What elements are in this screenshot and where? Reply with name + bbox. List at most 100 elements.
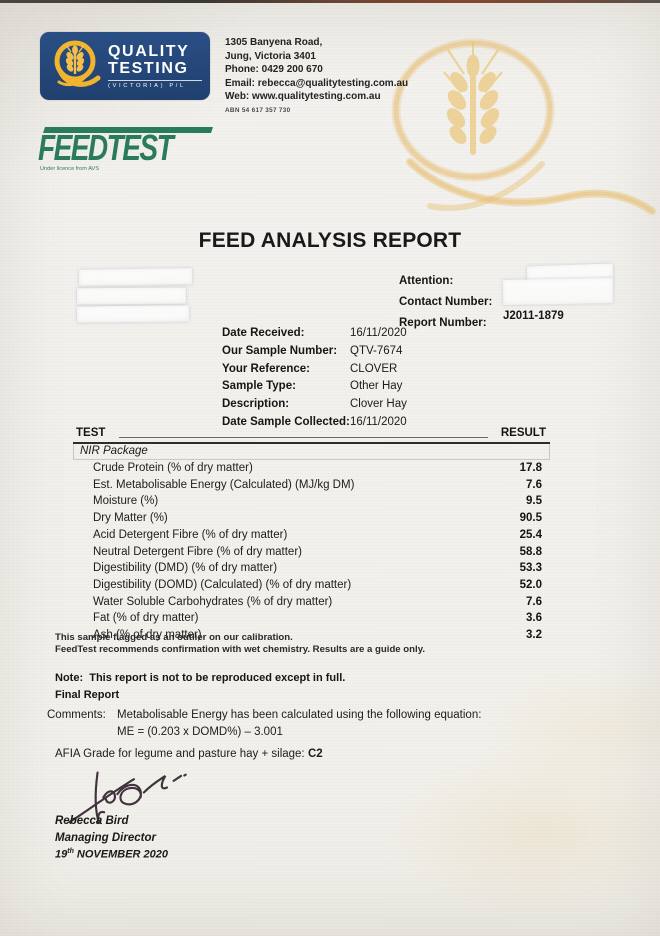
- sample-detail-value: 16/11/2020: [350, 327, 407, 339]
- table-row: Dry Matter (%) 90.5: [73, 510, 550, 527]
- logo-word-testing: TESTING: [108, 60, 189, 77]
- test-result: 52.0: [519, 578, 542, 591]
- logo-word-quality: QUALITY: [108, 43, 190, 60]
- afia-grade-label: AFIA Grade for legume and pasture hay + …: [55, 748, 305, 760]
- comments-line-1: Metabolisable Energy has been calculated…: [117, 709, 482, 721]
- table-row: Crude Protein (% of dry matter) 17.8: [73, 460, 550, 477]
- test-result: 7.6: [526, 595, 542, 608]
- logo-wordmark: QUALITY TESTING (VICTORIA) P/L: [108, 43, 210, 89]
- comments-label: Comments:: [47, 709, 106, 721]
- logo-q-wheat-icon: [54, 40, 101, 87]
- outlier-line-1: This sample flagged as an outlier on our…: [55, 632, 293, 643]
- signatory-title: Managing Director: [55, 832, 156, 844]
- table-row: Ash (% of dry matter) 3.2: [73, 627, 550, 644]
- address-line: Phone: 0429 200 670: [225, 64, 323, 76]
- test-result: 90.5: [519, 512, 542, 525]
- sample-detail-label: Your Reference:: [222, 362, 310, 375]
- table-row: Water Soluble Carbohydrates (% of dry ma…: [73, 594, 550, 611]
- sample-detail-label: Sample Type:: [222, 380, 296, 393]
- test-name: Fat (% of dry matter): [93, 612, 199, 625]
- test-name: Neutral Detergent Fibre (% of dry matter…: [93, 545, 302, 558]
- test-name: Crude Protein (% of dry matter): [93, 462, 253, 474]
- contact-number-label: Contact Number:: [399, 296, 493, 308]
- sample-detail-row: Date Received: 16/11/2020: [222, 325, 407, 343]
- scanner-edge-artifact: [0, 0, 660, 3]
- sample-detail-row: Date Sample Collected: 16/11/2020: [222, 414, 407, 432]
- test-name: Digestibility (DMD) (% of dry matter): [93, 562, 278, 575]
- table-row: Moisture (%) 9.5: [73, 493, 550, 510]
- test-result: 3.2: [526, 629, 542, 642]
- redacted-contact-value-2: [502, 278, 614, 305]
- sample-detail-row: Sample Type: Other Hay: [222, 378, 407, 396]
- address-line: 1305 Banyena Road,: [225, 37, 323, 48]
- address-lines: 1305 Banyena Road, Jung, Victoria 3401 P…: [225, 36, 408, 104]
- test-name: Dry Matter (%): [93, 512, 168, 525]
- address-line: Email: rebecca@qualitytesting.com.au: [225, 77, 409, 89]
- table-row: Neutral Detergent Fibre (% of dry matter…: [73, 544, 550, 561]
- test-name: Digestibility (DOMD) (Calculated) (% of …: [93, 578, 352, 591]
- results-rows: Crude Protein (% of dry matter) 17.8 Est…: [73, 460, 550, 644]
- sample-detail-value: 16/11/2020: [350, 415, 407, 428]
- sample-detail-value: QTV-7674: [350, 344, 403, 357]
- address-line: Jung, Victoria 3401: [225, 50, 316, 62]
- feedtest-wordmark: FEEDTEST: [38, 127, 174, 168]
- test-name: Water Soluble Carbohydrates (% of dry ma…: [93, 595, 333, 608]
- table-row: Acid Detergent Fibre (% of dry matter) 2…: [73, 527, 550, 544]
- test-result: 25.4: [519, 528, 542, 541]
- redacted-recipient-line-2: [76, 287, 187, 305]
- report-number-label: Report Number:: [399, 317, 487, 329]
- sample-detail-label: Date Sample Collected:: [222, 415, 350, 428]
- comments-equation: ME = (0.203 x DOMD%) – 3.001: [117, 726, 283, 738]
- attention-label: Attention:: [399, 275, 454, 287]
- address-line: Web: www.qualitytesting.com.au: [225, 91, 381, 103]
- test-name: Moisture (%): [93, 495, 159, 508]
- table-row: Digestibility (DOMD) (Calculated) (% of …: [73, 577, 550, 594]
- sample-detail-row: Your Reference: CLOVER: [222, 361, 407, 379]
- test-result: 9.5: [526, 495, 542, 508]
- outlier-notice: This sample flagged as an outlier on our…: [55, 632, 425, 656]
- sample-detail-row: Our Sample Number: QTV-7674: [222, 343, 407, 361]
- report-number-value: J2011-1879: [503, 310, 564, 322]
- reproduction-note: Note: This report is not to be reproduce…: [55, 672, 346, 684]
- test-result: 3.6: [526, 612, 542, 625]
- sample-details: Date Received: 16/11/2020 Our Sample Num…: [222, 325, 407, 432]
- package-group-row: NIR Package: [73, 444, 550, 460]
- test-result: 58.8: [519, 545, 542, 558]
- test-column-header: TEST: [76, 427, 106, 439]
- test-result: 7.6: [526, 478, 542, 491]
- result-column-header: RESULT: [500, 427, 546, 439]
- test-name: Ash (% of dry matter): [93, 629, 202, 642]
- table-row: Digestibility (DMD) (% of dry matter) 53…: [73, 560, 550, 577]
- table-row: Est. Metabolisable Energy (Calculated) (…: [73, 477, 550, 494]
- redacted-recipient-line-1: [78, 268, 193, 286]
- test-name: Est. Metabolisable Energy (Calculated) (…: [93, 478, 355, 491]
- feedtest-tagline: Under licence from AVS: [40, 166, 99, 172]
- signature-date: 19th NOVEMBER 2020: [55, 848, 168, 861]
- sample-detail-label: Date Received:: [222, 327, 305, 339]
- sample-detail-value: CLOVER: [350, 362, 398, 375]
- sample-detail-value: Clover Hay: [350, 398, 407, 411]
- handwritten-signature: [68, 771, 187, 825]
- signature-date-ordinal: th: [67, 848, 74, 855]
- outlier-line-2: FeedTest recommends confirmation with we…: [55, 643, 425, 655]
- sample-detail-row: Description: Clover Hay: [222, 396, 407, 414]
- sample-detail-label: Description:: [222, 398, 290, 411]
- quality-testing-logo: QUALITY TESTING (VICTORIA) P/L: [40, 32, 210, 100]
- final-report-label: Final Report: [55, 689, 120, 701]
- sample-detail-label: Our Sample Number:: [222, 344, 338, 357]
- afia-grade-value: C2: [308, 748, 323, 760]
- results-table: TEST RESULT NIR Package Crude Protein (%…: [73, 427, 550, 644]
- abn-text: ABN 54 617 357 730: [225, 107, 291, 114]
- test-name: Acid Detergent Fibre (% of dry matter): [93, 528, 288, 541]
- signatory-name: Rebecca Bird: [55, 815, 129, 827]
- test-result: 53.3: [519, 562, 542, 575]
- signature-date-day: 19: [55, 848, 68, 861]
- redacted-recipient-line-3: [76, 305, 190, 323]
- results-table-header: TEST RESULT: [73, 427, 550, 444]
- signature-date-rest: NOVEMBER 2020: [73, 848, 169, 861]
- sample-detail-value: Other Hay: [350, 380, 403, 393]
- feedtest-logo: FEEDTEST Under licence from AVS: [38, 127, 218, 172]
- report-meta-labels: Attention: Contact Number: Report Number…: [399, 271, 492, 334]
- logo-word-victoria: (VICTORIA) P/L: [108, 80, 202, 89]
